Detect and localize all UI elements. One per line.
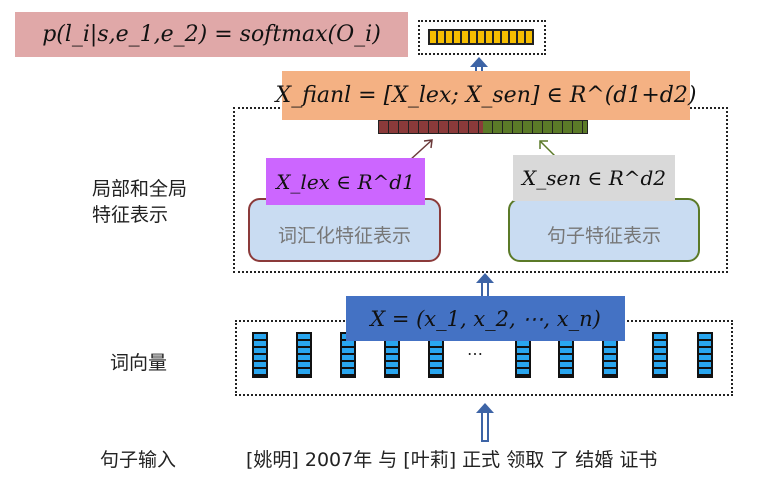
- lex-formula: X_lex ∈ R^d1: [266, 158, 425, 205]
- sentence-feature-segment: [483, 121, 587, 133]
- sen-arrow-icon: [539, 140, 557, 158]
- sentence-input: [姚明] 2007年 与 [叶莉] 正式 领取 了 结婚 证书: [246, 449, 658, 471]
- probability-box: [418, 20, 546, 55]
- word-vector-column: [697, 332, 713, 378]
- final-formula-text: X_fianl = [X_lex; X_sen] ∈ R^(d1+d2): [275, 83, 697, 108]
- word-vector-column: [296, 332, 312, 378]
- sentence-feature-box: 句子特征表示: [508, 198, 700, 262]
- sen-formula-text: X_sen ∈ R^d2: [521, 166, 667, 190]
- lex-formula-text: X_lex ∈ R^d1: [276, 169, 415, 194]
- word-vector-formula: X = (x_1, x_2, ⋯, x_n): [346, 296, 625, 341]
- sentence-input-label: 句子输入: [100, 449, 177, 471]
- lex-arrow-icon: [409, 139, 433, 161]
- word-vector-formula-text: X = (x_1, x_2, ⋯, x_n): [370, 306, 601, 331]
- lexical-feature-box: 词汇化特征表示: [248, 198, 441, 262]
- final-formula: X_fianl = [X_lex; X_sen] ∈ R^(d1+d2): [276, 71, 696, 120]
- local-global-label: 局部和全局 特征表示: [92, 176, 187, 228]
- lexical-feature-label: 词汇化特征表示: [277, 224, 411, 247]
- softmax-formula-text: p(l_i|s,e_1,e_2) = softmax(O_i): [42, 22, 381, 47]
- word-vector-label: 词向量: [110, 352, 168, 374]
- up-arrow-icon: [476, 403, 494, 442]
- local-global-line2: 特征表示: [92, 204, 169, 226]
- word-vector-column: [652, 332, 668, 378]
- ellipsis: …: [467, 340, 483, 359]
- sen-formula: X_sen ∈ R^d2: [513, 155, 675, 201]
- concat-vector: [378, 120, 588, 134]
- probability-bar: [428, 29, 534, 45]
- word-vector-column: [252, 332, 268, 378]
- softmax-formula: p(l_i|s,e_1,e_2) = softmax(O_i): [15, 12, 408, 57]
- sentence-feature-label: 句子特征表示: [546, 224, 661, 247]
- local-global-line1: 局部和全局: [92, 178, 188, 200]
